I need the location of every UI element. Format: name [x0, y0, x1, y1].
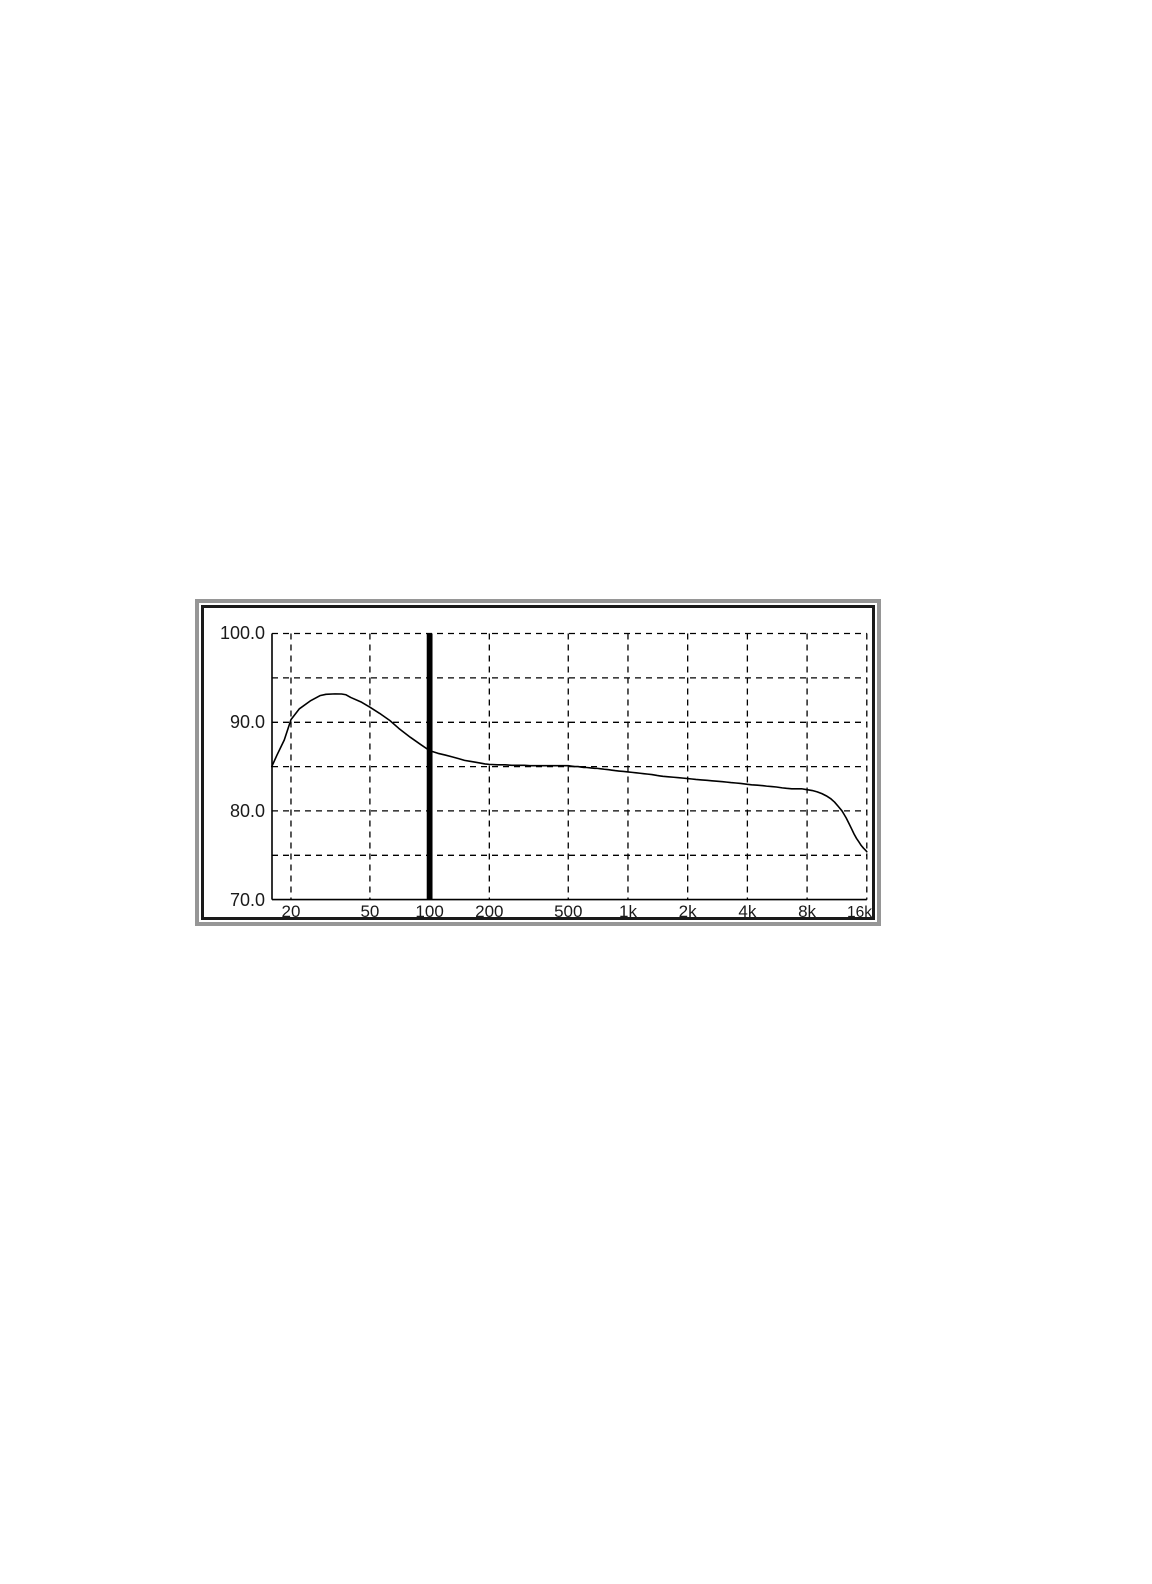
svg-text:2k: 2k	[679, 902, 697, 921]
svg-text:8k: 8k	[798, 902, 816, 921]
svg-text:16k: 16k	[847, 904, 872, 921]
svg-text:20: 20	[282, 902, 301, 921]
svg-text:500: 500	[554, 902, 582, 921]
svg-text:4k: 4k	[738, 902, 756, 921]
svg-text:200: 200	[475, 902, 503, 921]
svg-text:100.0: 100.0	[220, 623, 265, 643]
svg-text:100: 100	[415, 902, 443, 921]
svg-text:80.0: 80.0	[230, 801, 265, 821]
svg-text:90.0: 90.0	[230, 712, 265, 732]
svg-text:70.0: 70.0	[230, 890, 265, 910]
svg-text:50: 50	[360, 902, 379, 921]
svg-text:1k: 1k	[619, 902, 637, 921]
